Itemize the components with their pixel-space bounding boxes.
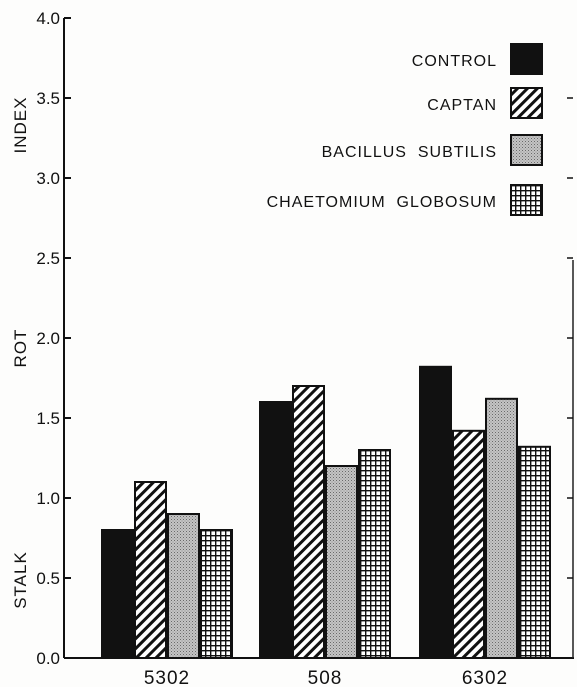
y-tick-label: 1.5 (36, 409, 60, 428)
legend-label: BACILLUS SUBTILIS (322, 144, 497, 161)
y-tick-label: 3.0 (36, 169, 60, 188)
bar (518, 445, 551, 659)
x-tick-label: 5302 (144, 668, 190, 687)
bar (358, 449, 391, 659)
bar (452, 429, 485, 659)
legend-label: CONTROL (412, 53, 497, 70)
bar (101, 529, 134, 659)
x-tick-label: 6302 (462, 668, 508, 687)
y-tick-label: 4.0 (36, 9, 60, 28)
bar (419, 365, 452, 659)
y-tick-label: 0.0 (36, 649, 60, 668)
y-tick-label: 2.5 (36, 249, 60, 268)
y-axis-label: INDEX (11, 97, 30, 154)
bar (325, 465, 358, 659)
y-tick-label: 2.0 (36, 329, 60, 348)
bar (167, 513, 200, 659)
bar (134, 481, 167, 659)
y-tick-label: 0.5 (36, 569, 60, 588)
legend-label: CHAETOMIUM GLOBOSUM (267, 194, 497, 211)
bar (485, 397, 518, 659)
legend-swatch (510, 43, 543, 75)
legend-label: CAPTAN (427, 97, 497, 114)
legend-swatch (510, 134, 543, 166)
y-axis-label: STALK (11, 551, 30, 609)
y-tick-label: 1.0 (36, 489, 60, 508)
bar (200, 529, 233, 659)
legend: CONTROL CAPTAN BACILLUS SUBTILIS CHAETOMIUM… (267, 43, 543, 216)
legend-swatch (510, 87, 543, 119)
y-axis-label: ROT (11, 329, 30, 368)
x-tick-label: 508 (308, 668, 343, 687)
legend-swatch (510, 184, 543, 216)
bar (292, 385, 325, 659)
y-tick-label: 3.5 (36, 89, 60, 108)
bar (259, 401, 292, 659)
bars (101, 365, 551, 659)
